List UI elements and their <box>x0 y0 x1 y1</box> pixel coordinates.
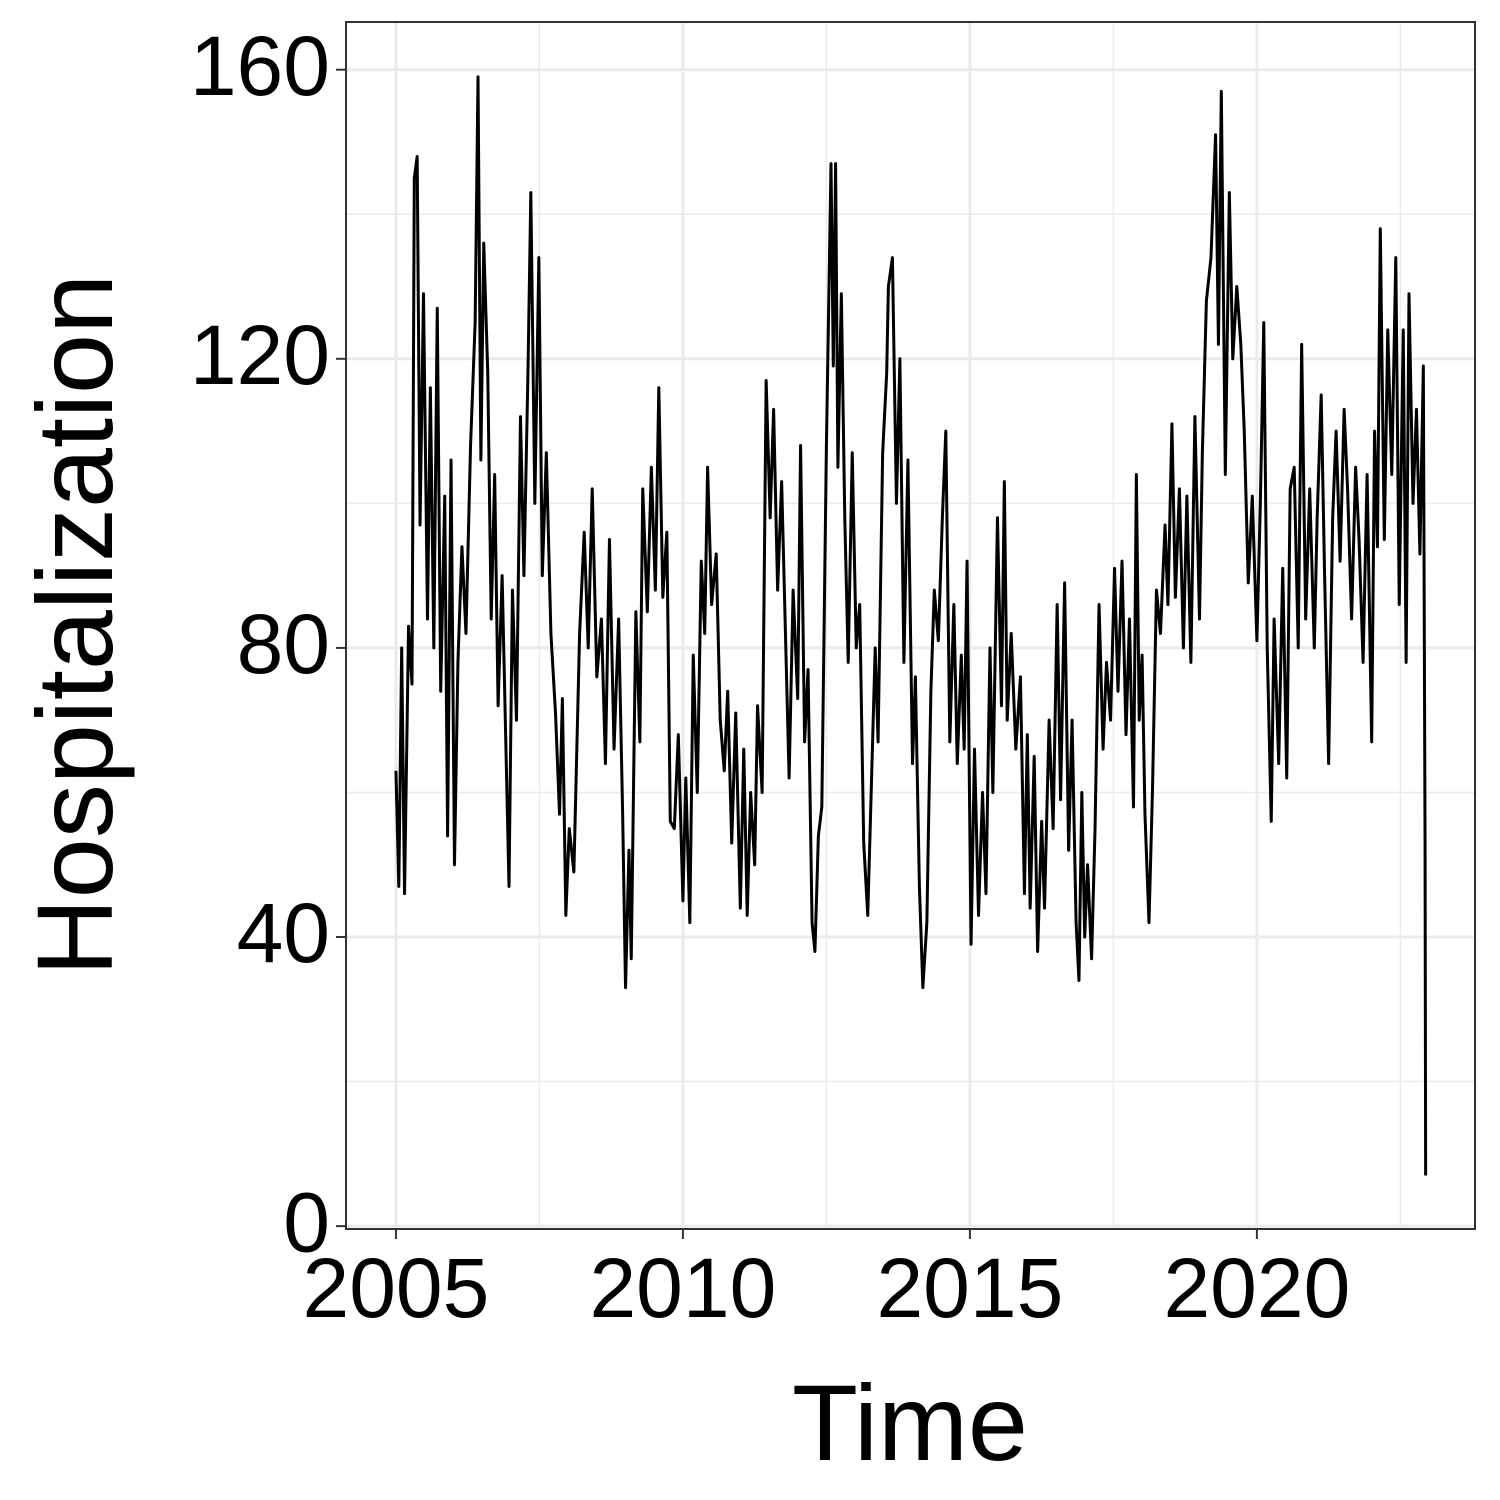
x-tick-label: 2015 <box>876 1241 1063 1335</box>
y-tick-label: 160 <box>190 19 330 113</box>
data-line <box>394 75 1428 1176</box>
y-tick-label: 80 <box>237 597 330 691</box>
y-axis-title: Hospitalization <box>14 274 135 976</box>
panel-border <box>345 21 1476 1230</box>
x-tick-label: 2005 <box>302 1241 489 1335</box>
y-tick-label: 0 <box>283 1175 330 1269</box>
axes: 0 40 80 120 160 2005 2010 2015 2020 <box>190 19 1350 1335</box>
x-tick-label: 2010 <box>589 1241 776 1335</box>
x-axis-title: Time <box>792 1362 1028 1483</box>
series <box>394 75 1428 1176</box>
x-tick-label: 2020 <box>1163 1241 1350 1335</box>
y-tick-label: 120 <box>190 308 330 402</box>
y-tick-label: 40 <box>237 886 330 980</box>
